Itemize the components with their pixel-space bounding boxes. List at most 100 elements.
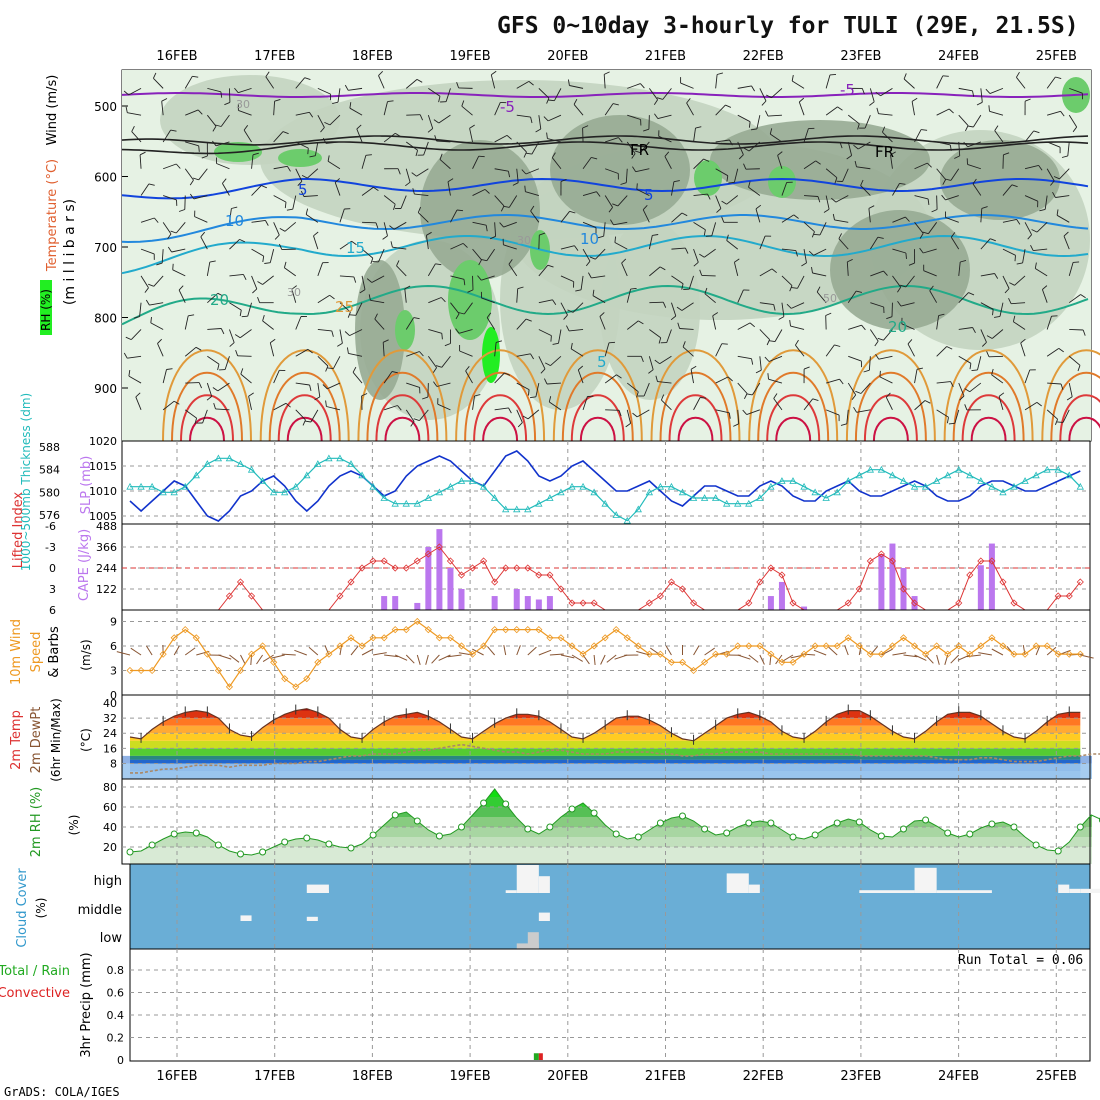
wind-barb	[238, 87, 252, 94]
wind-barb	[273, 195, 287, 203]
wind-speed-marker	[601, 634, 609, 642]
rh-blob	[550, 115, 690, 225]
wind-speed-marker	[1032, 642, 1040, 650]
wind-barb-flag	[373, 186, 379, 191]
wind-barb-flag	[262, 314, 265, 322]
lifted-marker	[789, 599, 797, 607]
wind-barb-flag	[478, 155, 485, 158]
temperature-tick: 8	[110, 757, 117, 770]
wind-label: Speed	[29, 632, 44, 673]
wind-barb	[417, 212, 429, 223]
wind-speed-marker	[910, 642, 919, 650]
rh-marker	[789, 833, 797, 841]
wind-speed-marker	[524, 626, 532, 634]
wind-barb	[161, 101, 164, 116]
wind-barb	[626, 382, 639, 393]
wind-speed-marker	[225, 683, 234, 691]
thickness-marker	[225, 454, 234, 462]
wind-speed-marker	[369, 634, 377, 642]
wind-barb	[481, 275, 495, 281]
lifted-tick: 0	[49, 562, 56, 575]
wind-barb	[348, 352, 363, 357]
lifted-marker	[446, 557, 455, 565]
surface-wind-barb	[748, 654, 759, 663]
wind-barb-flag	[662, 302, 667, 308]
wind-barb	[635, 168, 650, 173]
wind-barb-flag	[528, 81, 534, 86]
wind-barb-flag	[837, 106, 843, 111]
temperature-contour	[121, 177, 1089, 200]
wind-barb	[530, 210, 540, 223]
wind-barb	[295, 316, 302, 330]
wind-barb	[715, 409, 730, 414]
wind-barb-flag	[1004, 288, 1010, 294]
wind-barb	[185, 109, 199, 116]
wind-barb	[905, 275, 915, 288]
wind-barb	[825, 344, 835, 357]
wind-barb	[1046, 168, 1055, 182]
wind-barb-flag	[1060, 383, 1064, 390]
lifted-marker	[402, 564, 410, 572]
lifted-marker	[910, 599, 919, 607]
wind-barb-flag	[764, 110, 769, 117]
wind-speed-marker	[678, 658, 687, 666]
wind-barb-flag	[456, 209, 464, 212]
warm-contour-arch	[259, 349, 350, 442]
wind-barb	[1013, 321, 1026, 330]
wind-barb-flag	[167, 233, 172, 240]
wind-barb-flag	[1053, 176, 1060, 180]
wind-barb	[879, 376, 893, 384]
contour-label: FR	[875, 143, 894, 161]
wind-barb-flag	[743, 163, 747, 170]
temperature-contours	[121, 92, 1100, 442]
wind-barb-flag	[963, 141, 969, 147]
surface-wind-barb	[844, 645, 849, 656]
wind-barb	[404, 288, 407, 303]
lifted-marker	[656, 592, 664, 600]
wind-barb-flag	[234, 334, 241, 339]
wind-barb	[627, 83, 641, 89]
wind-barb-flag	[1058, 348, 1064, 353]
wind-barb-flag	[189, 193, 195, 200]
surface-wind-barb	[271, 654, 285, 659]
cloud-bar	[240, 915, 252, 921]
wind-barb	[217, 382, 230, 392]
wind-barb	[752, 382, 761, 396]
lifted-marker	[468, 564, 477, 572]
wind-barb	[439, 159, 451, 170]
wind-barb-flag	[704, 287, 708, 294]
warm-contour-arch	[561, 371, 634, 442]
wind-barb	[459, 350, 473, 357]
surface-wind-barb	[130, 647, 142, 656]
cloud-bar	[516, 865, 539, 893]
wind-barb	[494, 102, 501, 116]
wind-speed-marker	[855, 642, 863, 650]
wind-speed-marker	[148, 666, 156, 675]
rh-marker	[634, 833, 642, 841]
wind-barb	[671, 302, 677, 317]
wind-barb	[688, 275, 694, 290]
contour-label: 50	[823, 292, 837, 305]
wind-barb	[1016, 77, 1026, 89]
wind-barb	[686, 102, 694, 116]
wind-barb	[870, 302, 884, 308]
wind-barb-flag	[967, 125, 974, 128]
wind-barb	[936, 141, 951, 146]
pressure-axis-label: (m i l l i b a r s)	[62, 199, 78, 305]
wind-speed-marker	[468, 650, 477, 658]
thickness-marker	[634, 505, 642, 513]
precip-total-bar	[533, 1053, 539, 1060]
wind-barb	[773, 398, 783, 411]
wind-barb-flag	[530, 205, 535, 212]
wind-barb-flag	[681, 283, 684, 290]
lifted-marker	[391, 564, 399, 572]
wind-barb-flag	[863, 369, 870, 373]
wind-barb	[333, 356, 341, 369]
wind-speed-marker	[667, 658, 676, 666]
warm-contour-arch	[473, 394, 528, 442]
wind-barb	[317, 383, 321, 397]
slp-tick: 1020	[89, 435, 117, 448]
cloud-level-label: middle	[78, 903, 122, 918]
wind-barb	[273, 101, 276, 116]
wind-barb-flag	[229, 342, 235, 347]
